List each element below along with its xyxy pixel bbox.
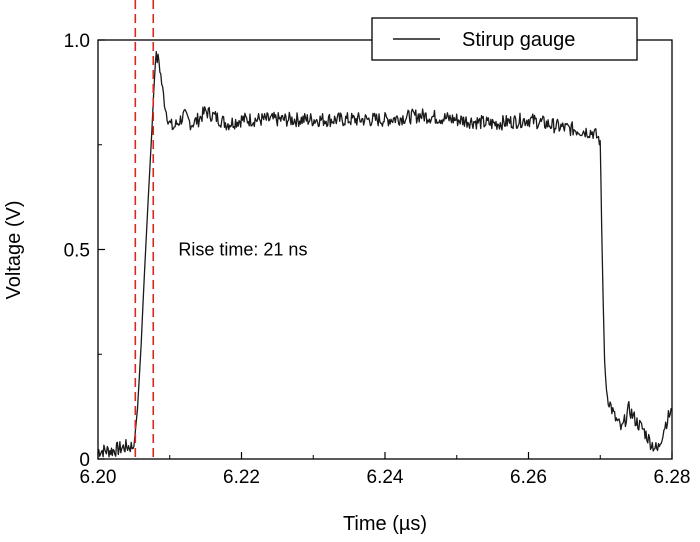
series-line-stirup-gauge [97,50,673,458]
legend: Stirup gauge [371,17,638,61]
rise-time-markers [134,0,155,459]
rise-time-annotation: Rise time: 21 ns [178,240,307,260]
y-axis-ticks: 0 0.5 1.0 [64,31,105,471]
x-tick-label: 6.28 [654,467,691,488]
y-tick-label: 0 [79,450,90,471]
y-tick-label: 1.0 [64,31,90,52]
y-axis-title: Voltage (V) [3,201,25,300]
legend-label: Stirup gauge [462,29,575,51]
series-layer [97,50,673,458]
y-tick-label: 0.5 [64,241,90,262]
x-tick-label: 6.24 [367,467,404,488]
x-axis-ticks: 6.20 6.22 6.24 6.26 6.28 [80,452,691,488]
x-tick-label: 6.22 [223,467,260,488]
x-axis-title: Time (µs) [343,513,427,535]
x-tick-label: 6.20 [80,467,117,488]
x-tick-label: 6.26 [510,467,547,488]
